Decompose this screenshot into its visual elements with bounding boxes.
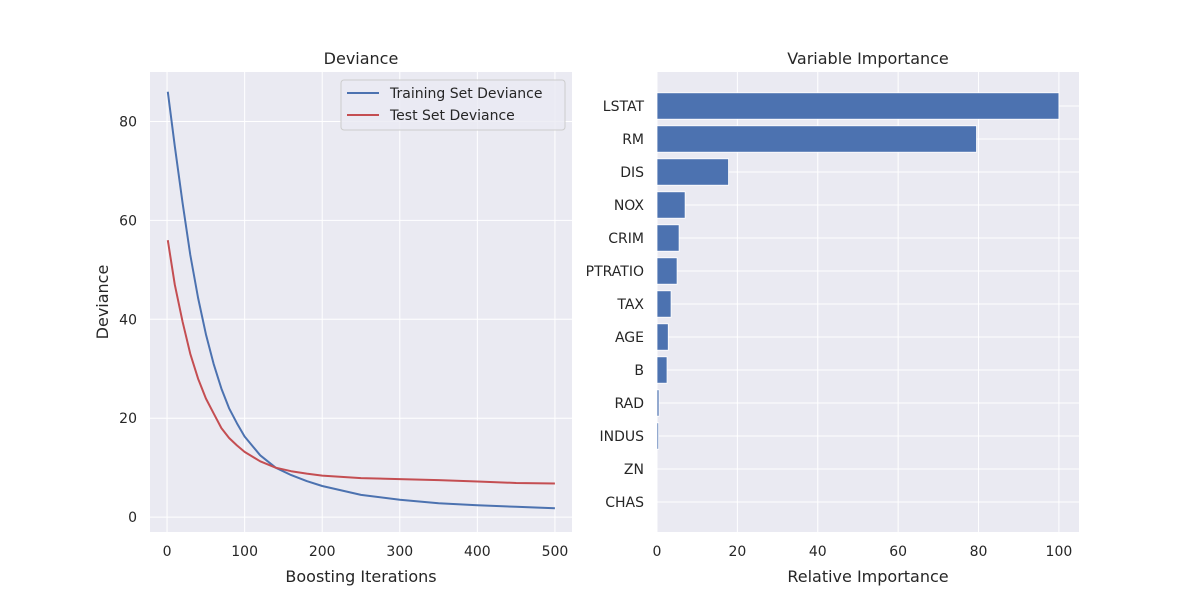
- deviance-x-tick-label: 300: [386, 544, 413, 560]
- importance-x-tick-label: 40: [809, 544, 827, 560]
- deviance-gridlines: [150, 72, 572, 532]
- importance-gridlines: [656, 72, 1079, 532]
- importance-bar-ptratio: [656, 257, 678, 285]
- deviance-chart-title: Deviance: [324, 49, 399, 68]
- importance-category-label: DIS: [620, 165, 644, 181]
- deviance-plot-area: [150, 72, 572, 532]
- test-deviance-line: [166, 240, 555, 485]
- training-deviance-line: [166, 91, 555, 510]
- deviance-y-tick-labels: 0 20 40 60 80: [119, 114, 137, 526]
- deviance-x-tick-label: 0: [163, 544, 172, 560]
- importance-bar-b: [656, 356, 668, 384]
- importance-category-labels: LSTAT RM DIS NOX CRIM PTRATIO TAX AGE B RAD INDUS Z…: [586, 99, 645, 511]
- importance-category-label: RAD: [614, 396, 644, 412]
- importance-category-label: CHAS: [605, 495, 644, 511]
- deviance-x-tick-label: 400: [464, 544, 491, 560]
- importance-category-label: RM: [622, 132, 644, 148]
- importance-category-label: LSTAT: [603, 99, 645, 115]
- deviance-y-tick-label: 40: [119, 312, 137, 328]
- deviance-x-tick-label: 100: [231, 544, 258, 560]
- legend-label-test: Test Set Deviance: [389, 108, 515, 124]
- deviance-legend: Training Set Deviance Test Set Deviance: [340, 79, 566, 131]
- importance-bar-nox: [656, 191, 686, 219]
- legend-label-training: Training Set Deviance: [389, 86, 542, 102]
- importance-category-label: AGE: [615, 330, 644, 346]
- deviance-y-tick-label: 60: [119, 213, 137, 229]
- importance-x-axis-label: Relative Importance: [787, 567, 948, 586]
- importance-chart-title: Variable Importance: [787, 49, 949, 68]
- importance-category-label: B: [634, 363, 644, 379]
- deviance-x-tick-label: 500: [542, 544, 569, 560]
- importance-x-tick-labels: 0 20 40 60 80 100: [653, 544, 1073, 560]
- importance-x-tick-label: 80: [970, 544, 988, 560]
- importance-bar-dis: [656, 158, 729, 186]
- importance-bar-age: [656, 323, 669, 351]
- importance-category-label: TAX: [616, 297, 644, 313]
- deviance-y-axis-label: Deviance: [93, 265, 112, 340]
- importance-category-label: NOX: [614, 198, 645, 214]
- importance-bar-crim: [656, 224, 680, 252]
- importance-x-tick-label: 60: [889, 544, 907, 560]
- importance-category-label: PTRATIO: [586, 264, 644, 280]
- deviance-chart: 0 100 200 300 400 500 0 20 40 60 80 Deviance Boos…: [93, 49, 572, 586]
- deviance-y-tick-label: 20: [119, 411, 137, 427]
- importance-x-tick-label: 20: [728, 544, 746, 560]
- importance-bar-rm: [656, 125, 977, 153]
- importance-category-label: ZN: [624, 462, 644, 478]
- deviance-series-lines: [166, 91, 555, 510]
- deviance-y-tick-label: 80: [119, 114, 137, 130]
- variable-importance-chart: 0 20 40 60 80 100 LSTAT RM DIS NOX CRIM PTRATIO TAX…: [586, 49, 1079, 586]
- importance-category-label: INDUS: [599, 429, 644, 445]
- deviance-x-tick-label: 200: [309, 544, 336, 560]
- importance-x-tick-label: 0: [653, 544, 662, 560]
- importance-category-label: CRIM: [608, 231, 644, 247]
- importance-bars: [656, 92, 1060, 450]
- importance-bar-tax: [656, 290, 672, 318]
- importance-bar-lstat: [656, 92, 1060, 120]
- importance-bar-indus: [656, 422, 660, 450]
- importance-x-tick-label: 100: [1046, 544, 1073, 560]
- legend-box: [340, 79, 566, 131]
- deviance-x-axis-label: Boosting Iterations: [285, 567, 436, 586]
- deviance-y-tick-label: 0: [128, 510, 137, 526]
- deviance-x-tick-labels: 0 100 200 300 400 500: [163, 544, 569, 560]
- importance-bar-rad: [656, 389, 660, 417]
